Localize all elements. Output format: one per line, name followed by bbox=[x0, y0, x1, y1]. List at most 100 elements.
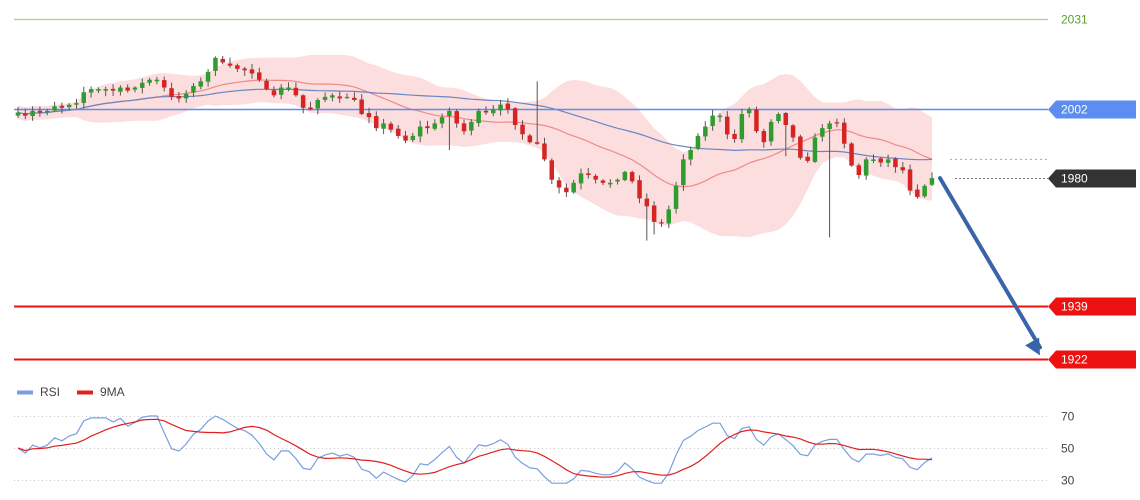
candle bbox=[183, 90, 189, 103]
candle-body-down bbox=[761, 131, 767, 143]
candle-body-down bbox=[564, 187, 569, 193]
candle-body-up bbox=[476, 110, 481, 123]
candle bbox=[754, 106, 759, 134]
candle-body-down bbox=[425, 126, 430, 129]
candle bbox=[432, 119, 437, 131]
candle bbox=[871, 154, 876, 164]
candle-body-up bbox=[863, 159, 869, 176]
candle bbox=[388, 121, 394, 133]
candle bbox=[842, 118, 847, 149]
candle bbox=[322, 92, 328, 103]
candle-body-down bbox=[915, 189, 920, 197]
candle bbox=[213, 56, 218, 76]
candle-body-up bbox=[746, 109, 752, 114]
candle bbox=[461, 119, 467, 135]
candle bbox=[849, 142, 854, 167]
candle bbox=[739, 108, 745, 143]
candle-body-up bbox=[717, 115, 723, 118]
candle bbox=[725, 111, 730, 140]
candle-body-down bbox=[542, 143, 547, 160]
candle-body-down bbox=[637, 180, 642, 199]
candle-body-down bbox=[403, 135, 408, 141]
candle-body-up bbox=[344, 96, 350, 99]
candle-body-down bbox=[461, 123, 467, 132]
candle bbox=[512, 107, 518, 130]
candle bbox=[417, 120, 423, 143]
candle bbox=[30, 106, 35, 121]
candle bbox=[454, 109, 459, 128]
candle-body-down bbox=[644, 198, 650, 207]
candle bbox=[220, 55, 225, 65]
candle-body-down bbox=[23, 113, 28, 116]
candle bbox=[710, 109, 715, 131]
candle-body-up bbox=[498, 104, 503, 111]
candle bbox=[396, 125, 401, 139]
candle bbox=[688, 146, 693, 166]
candle bbox=[162, 76, 167, 92]
legend-label-9ma: 9MA bbox=[100, 385, 125, 399]
candle bbox=[549, 158, 554, 184]
candle-body-up bbox=[381, 123, 386, 129]
candle bbox=[23, 108, 28, 120]
candle-body-down bbox=[834, 122, 840, 124]
candle bbox=[286, 82, 291, 92]
candle-body-up bbox=[81, 92, 86, 103]
candle-body-up bbox=[885, 159, 891, 163]
candle-body-down bbox=[725, 116, 730, 135]
candle bbox=[878, 157, 883, 167]
candle-body-down bbox=[790, 125, 796, 138]
candle bbox=[695, 133, 701, 151]
candle bbox=[249, 64, 255, 79]
candle-body-up bbox=[330, 95, 335, 98]
candle bbox=[176, 91, 182, 103]
candle bbox=[447, 107, 452, 150]
candle-body-up bbox=[739, 114, 745, 140]
candle bbox=[593, 174, 598, 184]
candle bbox=[827, 120, 832, 238]
candle-body-down bbox=[556, 180, 562, 188]
candle-body-up bbox=[147, 79, 152, 83]
level-label-2002: 2002 bbox=[1061, 103, 1088, 117]
level-tag-1939 bbox=[1048, 297, 1136, 316]
candle bbox=[381, 118, 386, 135]
rsi-tick-label-30: 30 bbox=[1061, 474, 1075, 488]
candle-body-down bbox=[586, 173, 591, 175]
candle bbox=[929, 172, 935, 186]
candle bbox=[191, 83, 196, 98]
candle-body-up bbox=[681, 159, 686, 185]
candle bbox=[37, 106, 43, 117]
level-tag-1980 bbox=[1048, 169, 1136, 188]
candle-body-up bbox=[608, 182, 613, 185]
candle-body-up bbox=[447, 110, 452, 116]
candle bbox=[205, 69, 211, 87]
candle bbox=[907, 164, 913, 196]
candle-body-down bbox=[352, 97, 357, 100]
candle-body-up bbox=[695, 135, 701, 149]
candle bbox=[498, 99, 503, 116]
candle-body-up bbox=[812, 137, 818, 162]
rsi-tick-label-50: 50 bbox=[1061, 442, 1075, 456]
candle bbox=[154, 76, 160, 85]
candle-body-down bbox=[593, 175, 598, 180]
candle bbox=[74, 98, 79, 109]
candle-body-up bbox=[74, 103, 79, 105]
candle bbox=[279, 84, 284, 100]
candle-body-down bbox=[257, 72, 262, 80]
candle bbox=[140, 78, 145, 94]
candle bbox=[527, 133, 533, 144]
candle bbox=[637, 175, 642, 204]
candle-body-up bbox=[213, 57, 218, 71]
candle bbox=[410, 132, 416, 142]
level-label-1939: 1939 bbox=[1061, 300, 1088, 314]
candle-body-up bbox=[929, 178, 935, 185]
candle-body-up bbox=[673, 185, 679, 209]
candle-body-up bbox=[666, 209, 671, 224]
candle-body-up bbox=[286, 87, 291, 90]
candle-body-down bbox=[600, 180, 606, 183]
candle-body-down bbox=[805, 156, 810, 161]
candle-body-down bbox=[176, 96, 182, 99]
candle-body-up bbox=[154, 79, 160, 82]
candle-body-up bbox=[871, 159, 876, 161]
candle bbox=[820, 124, 825, 142]
